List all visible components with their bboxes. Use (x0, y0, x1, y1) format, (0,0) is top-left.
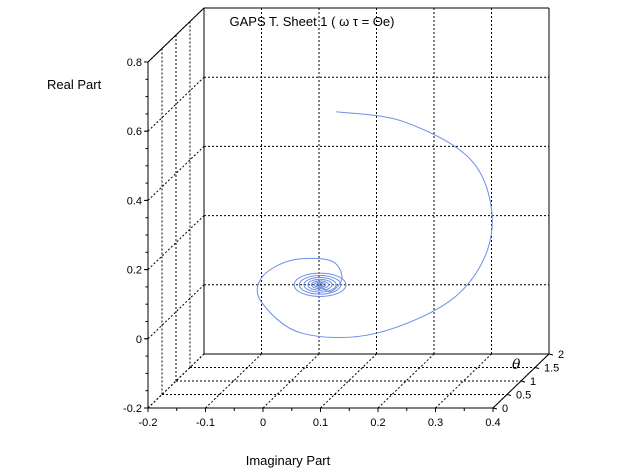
x-tick-label: 0.3 (428, 417, 443, 429)
z-tick-label: 0.5 (516, 390, 531, 402)
grid-line (205, 353, 262, 409)
y-tick-label: 0.2 (127, 265, 142, 277)
grid-line (147, 284, 205, 340)
z-tick-mark (548, 353, 554, 356)
grid-line (147, 146, 205, 201)
z-axis-label: θ (512, 357, 521, 373)
z-tick-label: 1 (530, 376, 536, 388)
series-line (256, 111, 493, 339)
series-inner-loop (303, 277, 337, 293)
grid-line (377, 353, 435, 409)
series-inner-loop (298, 274, 342, 295)
grid-line (435, 353, 492, 409)
series-inner-loop (293, 272, 347, 297)
z-tick-mark (520, 380, 526, 383)
y-tick-label: 0.8 (127, 57, 142, 69)
z-tick-mark (506, 394, 512, 396)
y-axis-label: Real Part (47, 77, 102, 92)
z-tick-label: 0 (502, 403, 508, 415)
curve-layer (256, 111, 493, 339)
x-tick-label: 0 (260, 417, 266, 429)
z-tick-mark (534, 367, 540, 369)
z-tick-mark (492, 407, 498, 410)
y-tick-label: 0 (136, 334, 142, 346)
x-tick-label: 0.4 (485, 417, 500, 429)
box-edge (147, 7, 205, 63)
chart-title: GAPS T. Sheet 1 ( ω τ = Θe) (230, 14, 395, 29)
y-tick-label: 0.6 (127, 126, 142, 138)
series-inner-loop (310, 280, 330, 290)
x-tick-label: 0.1 (313, 417, 328, 429)
x-axis-label: Imaginary Part (246, 453, 331, 468)
y-tick-label: 0.4 (127, 195, 142, 207)
x-tick-label: -0.1 (196, 417, 215, 429)
grid-line (147, 353, 205, 409)
series-inner-loop (316, 282, 324, 287)
grid-line (320, 353, 377, 409)
x-tick-label: -0.2 (139, 417, 158, 429)
axes-grid (147, 7, 550, 409)
series-inner-loop (307, 278, 333, 291)
tick-labels: -0.2 -0.1 0 0.1 0.2 0.3 0.4-0.200.20.40.60.800… (123, 57, 564, 429)
x-tick-label: 0.2 (370, 417, 385, 429)
grid-line (147, 215, 205, 270)
grid-line (147, 76, 205, 132)
series-inner-loop (313, 281, 327, 288)
grid-line (262, 353, 320, 409)
z-tick-label: 1.5 (544, 363, 559, 375)
y-tick-label: -0.2 (123, 403, 142, 415)
z-tick-label: 2 (558, 349, 564, 361)
